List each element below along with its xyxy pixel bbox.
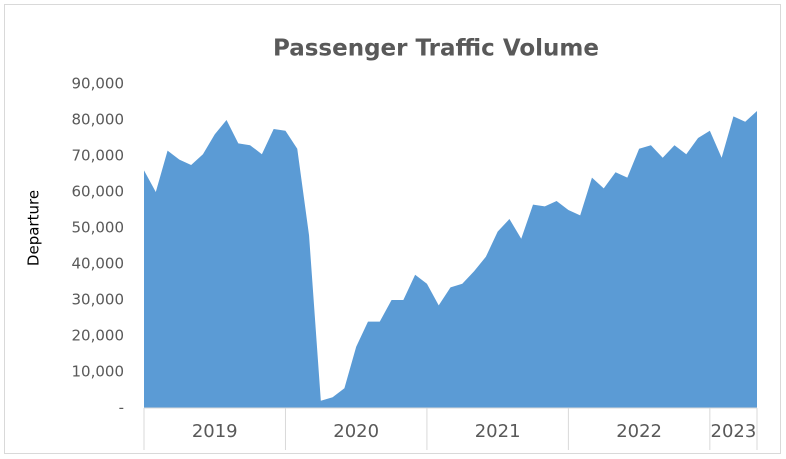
x-tick-label: 2020 bbox=[333, 421, 379, 442]
y-tick-label: 30,000 bbox=[72, 291, 125, 309]
x-tick-label: 2019 bbox=[192, 421, 238, 442]
x-tick-label: 2021 bbox=[475, 421, 521, 442]
y-tick-label: 10,000 bbox=[72, 363, 125, 381]
y-tick-label: 90,000 bbox=[72, 75, 125, 93]
y-tick-label: 40,000 bbox=[72, 255, 125, 273]
y-tick-label: 50,000 bbox=[72, 219, 125, 237]
y-tick-label: 80,000 bbox=[72, 111, 125, 129]
chart-title: Passenger Traffic Volume bbox=[273, 36, 599, 62]
y-tick-label: - bbox=[119, 399, 124, 417]
y-tick-label: 20,000 bbox=[72, 327, 125, 345]
y-axis-label: Departure bbox=[25, 190, 43, 266]
y-tick-label: 60,000 bbox=[72, 183, 125, 201]
area bbox=[144, 111, 757, 408]
y-tick-label: 70,000 bbox=[72, 147, 125, 165]
x-tick-label: 2022 bbox=[616, 421, 662, 442]
x-tick-label: 2023 bbox=[711, 421, 757, 442]
